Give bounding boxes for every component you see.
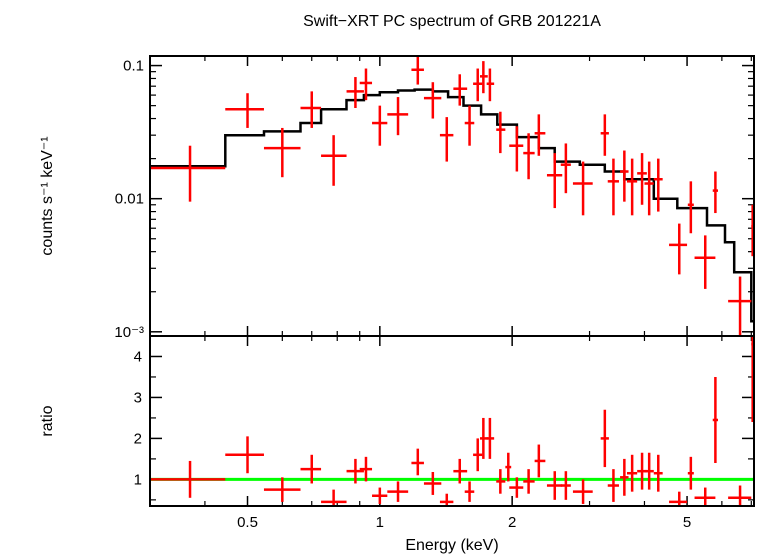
data-point <box>572 161 593 216</box>
data-point <box>479 61 488 94</box>
data-point <box>473 68 483 102</box>
x-tick-label: 5 <box>683 514 691 531</box>
data-point <box>486 68 495 102</box>
data-point <box>687 181 694 234</box>
model-curve <box>150 88 754 323</box>
ratio-point <box>423 472 442 495</box>
data-point <box>423 82 442 119</box>
data-point <box>669 223 688 275</box>
y-tick-label: 0.1 <box>123 58 144 75</box>
data-point <box>346 77 364 109</box>
data-point <box>263 127 301 178</box>
ratio-point <box>479 417 488 459</box>
chart-title: Swift−XRT PC spectrum of GRB 201221A <box>303 13 601 30</box>
top-y-axis-label: counts s⁻¹ keV⁻¹ <box>39 136 56 255</box>
ratio-point <box>263 477 301 502</box>
data-point <box>372 105 388 146</box>
data-point <box>464 105 475 146</box>
ratio-point <box>496 469 506 494</box>
data-point <box>728 276 752 336</box>
ratio-point <box>572 479 593 504</box>
data-point <box>644 161 654 216</box>
ratio-point <box>534 444 546 478</box>
data-point <box>387 97 409 136</box>
ratio-point <box>387 481 409 502</box>
data-points-ratio <box>150 336 754 506</box>
ratio-point <box>687 456 694 490</box>
data-point <box>453 74 468 106</box>
ratio-point <box>728 485 752 506</box>
data-point <box>150 145 226 202</box>
ratio-point <box>560 471 571 500</box>
ratio-point <box>359 456 373 482</box>
ratio-point <box>523 469 535 494</box>
data-point <box>560 143 571 194</box>
ratio-point <box>473 438 483 472</box>
x-tick-label: 2 <box>508 514 516 531</box>
y-tick-label: 2 <box>134 430 142 447</box>
data-point <box>637 153 647 205</box>
y-tick-label: 4 <box>134 348 142 365</box>
bottom-panel-frame <box>149 335 755 507</box>
data-point <box>694 235 716 289</box>
data-point <box>712 171 719 214</box>
ratio-point <box>620 458 629 496</box>
bottom-panel: 1 2 3 4 ratio <box>39 335 755 507</box>
ratio-point <box>712 376 719 463</box>
ratio-point <box>505 452 512 482</box>
ratio-point <box>346 458 364 484</box>
x-tick-label: 1 <box>376 514 384 531</box>
ratio-point <box>644 452 654 490</box>
ratio-point <box>372 487 388 504</box>
x-tick-labels: 0.5 1 2 5 <box>237 514 691 531</box>
ratio-point <box>411 448 424 476</box>
data-point <box>496 111 506 154</box>
y-tick-label: 10⁻³ <box>114 324 144 341</box>
ratio-point <box>150 460 226 498</box>
data-point <box>359 68 373 101</box>
data-point <box>300 91 322 128</box>
data-point <box>600 114 609 156</box>
data-point <box>523 133 535 180</box>
ratio-point <box>464 481 475 502</box>
y-tick-label: 0.01 <box>115 191 144 208</box>
bottom-y-axis-label: ratio <box>39 405 56 436</box>
data-point <box>534 114 546 156</box>
ratio-point <box>453 458 468 484</box>
model-step-line <box>150 88 754 323</box>
y-tick-label: 1 <box>134 471 142 488</box>
ratio-point <box>626 454 638 492</box>
ratio-point <box>225 436 264 474</box>
ratio-point <box>600 409 609 468</box>
data-point <box>439 117 454 162</box>
y-tick-label: 3 <box>134 389 142 406</box>
x-axis-label: Energy (keV) <box>405 537 498 554</box>
data-point <box>546 153 563 209</box>
ratio-point <box>509 477 524 498</box>
ratio-point <box>546 471 563 500</box>
data-point <box>321 135 347 186</box>
ratio-point <box>694 487 716 506</box>
data-point <box>509 126 524 172</box>
x-tick-label: 0.5 <box>237 514 258 531</box>
ratio-point <box>321 489 347 506</box>
ratio-point <box>607 469 619 502</box>
data-points-top <box>150 56 754 336</box>
ratio-point <box>669 491 688 506</box>
data-point <box>607 158 619 216</box>
data-point <box>620 150 629 202</box>
data-point <box>626 158 638 216</box>
ratio-point <box>653 454 663 492</box>
ratio-point <box>439 493 454 506</box>
top-panel: 0.1 0.01 10⁻³ counts s⁻¹ keV⁻¹ <box>39 55 755 341</box>
data-point <box>225 93 264 128</box>
ratio-point <box>486 417 495 459</box>
data-point <box>411 56 424 85</box>
data-point <box>653 158 663 212</box>
ratio-point <box>300 454 322 484</box>
